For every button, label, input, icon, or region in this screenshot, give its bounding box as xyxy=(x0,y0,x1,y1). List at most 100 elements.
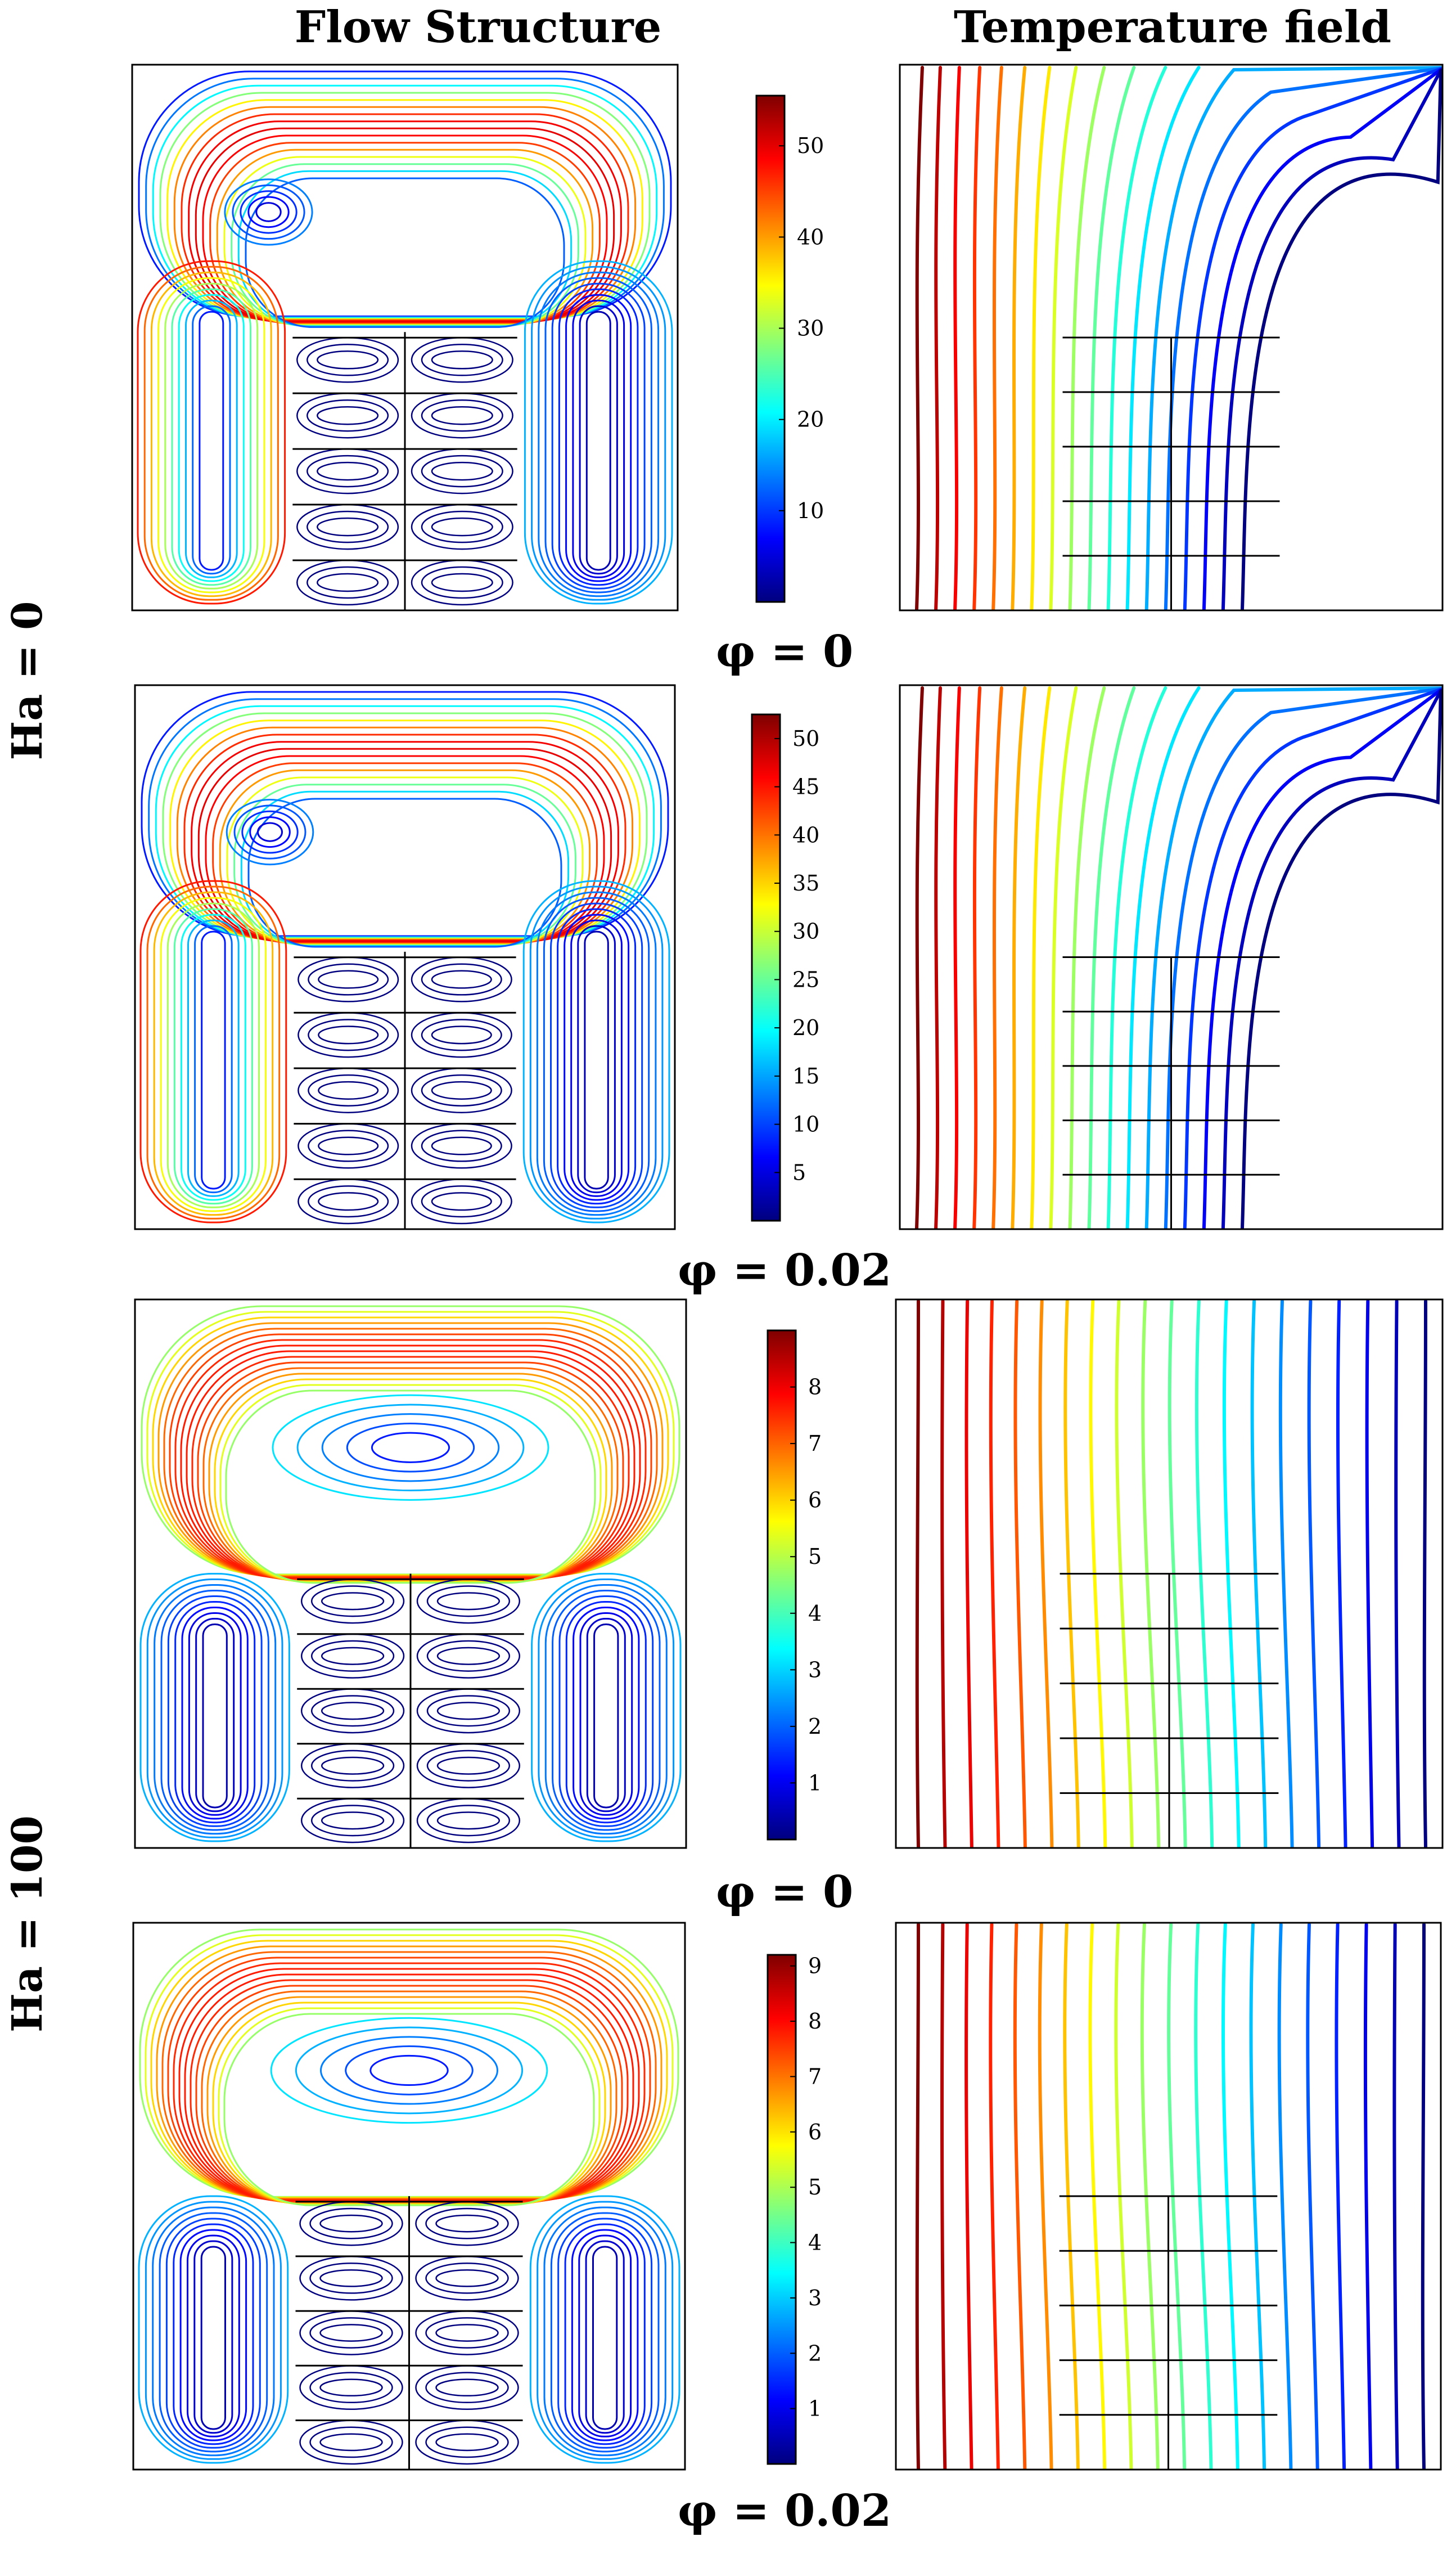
streamline-right-lobe xyxy=(572,299,625,578)
panel-row-2: 1 2 3 4 5 6 7 8 xyxy=(134,1298,1444,1849)
isotherm xyxy=(1011,66,1027,611)
isotherm xyxy=(1306,1923,1319,2470)
colorbar-tick-label: 1 xyxy=(808,1770,822,1795)
streamline-fin-cell xyxy=(310,1805,395,1837)
streamline-left-lobe xyxy=(160,1590,269,1831)
streamline-vortex-core xyxy=(270,2017,548,2124)
streamline-vortex-core xyxy=(247,196,290,228)
colorbar xyxy=(767,1329,797,1841)
isotherm xyxy=(1307,1299,1321,1849)
isotherm xyxy=(915,1299,920,1849)
isotherm xyxy=(1167,1299,1187,1849)
streamline-fin-cell xyxy=(317,350,379,370)
streamline-fin-cell xyxy=(321,1592,385,1611)
streamline-fin-cell xyxy=(308,1074,389,1107)
streamline-vortex-core xyxy=(369,2054,449,2086)
isotherm xyxy=(1202,68,1443,611)
streamline-fin-cell xyxy=(421,1130,502,1162)
streamline-upper xyxy=(169,719,641,940)
isotherm xyxy=(1030,686,1052,1230)
colorbar-tick-label: 6 xyxy=(808,1488,822,1513)
isotherm xyxy=(972,66,982,611)
streamline-fin-cell xyxy=(425,2262,509,2294)
streamline-fin-cell xyxy=(425,2207,509,2239)
streamline-fin-cell xyxy=(426,1805,511,1837)
streamline-fin-cell xyxy=(431,1081,492,1100)
velocity-colorbar: 10 20 30 40 50 xyxy=(755,95,824,603)
colorbar-tick-label: 35 xyxy=(792,871,819,896)
streamline-right-lobe xyxy=(550,902,643,1208)
colorbar xyxy=(767,1954,797,2465)
colorbar-tick-label: 45 xyxy=(792,775,819,799)
colorbar-tick-label: 50 xyxy=(797,133,824,158)
streamline-fin-cell xyxy=(321,1756,385,1775)
streamline-fin-cell xyxy=(317,517,379,537)
streamline-vortex-core xyxy=(346,1422,475,1473)
streamline-fin-cell xyxy=(436,1702,501,1720)
colorbar-tick-label: 2 xyxy=(808,1714,822,1739)
streamline-vortex-core xyxy=(257,822,283,842)
panel-row-1: 5 10 15 20 25 30 35 40 45 50 xyxy=(134,684,1444,1230)
streamline-fin-cell xyxy=(431,1026,492,1045)
streamline-upper xyxy=(226,776,584,946)
isotherm xyxy=(991,686,1003,1230)
streamline-upper xyxy=(216,149,594,325)
panel-row-3: 1 2 3 4 5 6 7 8 9 xyxy=(132,1922,1442,2471)
streamline-left-lobe xyxy=(150,271,272,597)
streamline-left-lobe xyxy=(167,1595,263,1827)
streamline-right-lobe xyxy=(529,2195,680,2464)
streamline-right-lobe xyxy=(586,1618,626,1813)
streamline-fin-cell xyxy=(436,1592,501,1611)
colorbar-tick-label: 5 xyxy=(808,1544,822,1569)
isotherm xyxy=(1106,66,1167,611)
streamline-fin-cell xyxy=(426,1750,511,1782)
colorbar-tick-label: 15 xyxy=(792,1064,819,1089)
streamline-fin-cell xyxy=(435,2214,499,2233)
streamline-fin-cell xyxy=(319,2324,383,2342)
streamline-right-lobe xyxy=(565,1601,647,1824)
isotherm xyxy=(1278,1299,1294,1849)
streamline-fin-cell xyxy=(318,1081,379,1100)
streamline-left-lobe xyxy=(145,2201,282,2460)
flow-panel-frame xyxy=(131,64,679,611)
streamline-fin-cell xyxy=(308,1019,389,1051)
streamline-vortex-core xyxy=(272,1394,549,1501)
panel-row-0: 10 20 30 40 50 xyxy=(131,64,1444,611)
temperature-panel-frame xyxy=(895,1298,1444,1849)
isotherm xyxy=(1106,686,1167,1230)
isotherm xyxy=(1221,68,1443,611)
streamline-fin-cell xyxy=(421,1074,502,1107)
temperature-panel-frame xyxy=(899,684,1444,1230)
streamline-fin-cell xyxy=(306,510,389,543)
streamline-fin-cell xyxy=(431,461,493,481)
streamline-fin-cell xyxy=(319,2214,383,2233)
isotherm xyxy=(1183,687,1443,1230)
row-label-ha100: Ha = 100 xyxy=(3,1815,52,2032)
streamline-left-lobe xyxy=(143,266,279,601)
isotherm xyxy=(1194,1923,1213,2470)
isotherm xyxy=(1194,1299,1214,1849)
streamline-fin-cell xyxy=(421,455,503,488)
streamline-fin-cell xyxy=(431,970,492,989)
streamline-left-lobe xyxy=(173,2223,254,2445)
streamline-vortex-core xyxy=(296,1404,525,1492)
isotherm xyxy=(972,686,982,1230)
row-label-ha0: Ha = 0 xyxy=(3,601,52,761)
colorbar-tick-label: 7 xyxy=(808,1431,822,1456)
streamline-right-lobe xyxy=(536,891,657,1216)
flow-panel-frame xyxy=(132,1922,686,2471)
streamline-left-lobe xyxy=(137,260,286,605)
streamline-vortex-core xyxy=(345,2045,474,2095)
streamline-left-lobe xyxy=(185,299,238,578)
streamline-right-lobe xyxy=(551,282,646,590)
streamline-left-lobe xyxy=(159,2212,268,2453)
streamline-right-lobe xyxy=(564,914,630,1201)
isotherm xyxy=(1422,1299,1427,1849)
streamline-fin-cell xyxy=(308,1185,389,1218)
isotherm xyxy=(964,1299,973,1849)
streamline-upper xyxy=(245,177,565,328)
colorbar-tick-label: 10 xyxy=(797,498,824,523)
isotherm xyxy=(989,1923,1000,2470)
streamline-upper xyxy=(223,156,587,326)
